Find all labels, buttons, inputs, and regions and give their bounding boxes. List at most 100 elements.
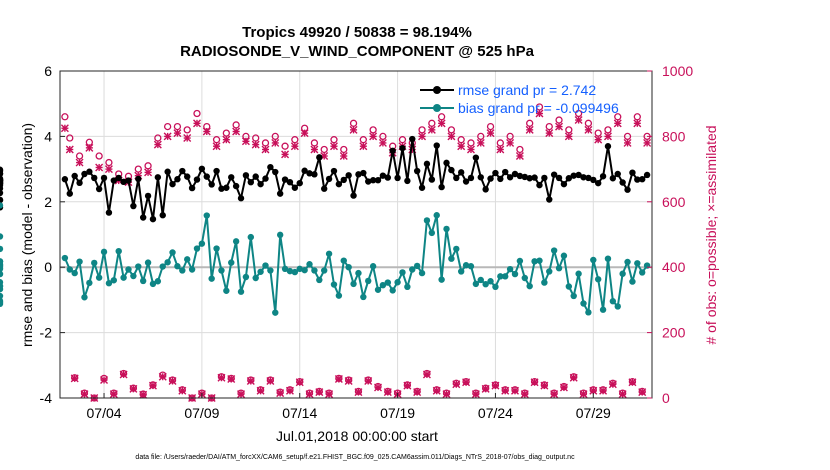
rmse-point xyxy=(164,168,171,175)
obs-possible-marker xyxy=(144,162,152,170)
grid-lines xyxy=(60,70,652,399)
rmse-point xyxy=(71,172,78,180)
obs-assimilated-marker xyxy=(550,390,559,399)
bias-point xyxy=(511,270,519,278)
obs-assimilated-marker xyxy=(471,390,480,399)
rmse-point xyxy=(443,159,450,167)
obs-assimilated-marker xyxy=(555,122,564,131)
obs-assimilated-marker xyxy=(173,129,182,138)
bias-point xyxy=(594,276,602,283)
rmse-point xyxy=(477,174,484,181)
bias-point xyxy=(203,212,210,219)
obs-possible-marker xyxy=(281,142,289,150)
bias-point xyxy=(619,270,626,277)
rmse-point xyxy=(135,175,142,183)
bias-point xyxy=(213,245,220,252)
obs-possible-marker xyxy=(574,109,583,118)
bias-point xyxy=(316,276,323,284)
obs-assimilated-marker xyxy=(153,140,162,149)
rmse-point xyxy=(634,176,641,183)
bias-point xyxy=(345,264,352,271)
bias-point xyxy=(0,300,4,308)
bias-point xyxy=(105,280,113,287)
rmse-point xyxy=(511,170,519,178)
obs-assimilated-marker xyxy=(422,370,431,379)
x-tick-label: 07/29 xyxy=(576,405,611,421)
rmse-point xyxy=(208,181,215,188)
obs-possible-marker xyxy=(61,113,69,121)
obs-assimilated-marker xyxy=(139,390,148,399)
plot-frame xyxy=(59,70,653,399)
bias-point xyxy=(159,263,166,270)
obs-assimilated-marker xyxy=(315,388,324,397)
x-tick-label: 07/24 xyxy=(478,405,513,421)
obs-assimilated-marker xyxy=(163,132,172,141)
obs-assimilated-marker xyxy=(305,390,314,399)
rmse-point xyxy=(360,169,367,177)
rmse-point xyxy=(457,169,465,176)
obs-assimilated-marker xyxy=(511,386,520,395)
obs-possible-marker xyxy=(398,136,407,144)
rmse-point xyxy=(115,174,122,182)
rmse-point xyxy=(110,177,118,184)
obs-assimilated-marker xyxy=(427,125,436,134)
bias-point xyxy=(360,293,367,301)
rmse-point xyxy=(575,171,582,179)
obs-possible-marker xyxy=(183,126,191,134)
bias-point xyxy=(242,273,250,281)
rmse-point xyxy=(120,178,127,186)
rmse-point xyxy=(560,180,568,188)
bias-point xyxy=(86,279,93,287)
obs-assimilated-marker xyxy=(80,390,89,399)
rmse-point xyxy=(198,165,206,172)
obs-possible-marker xyxy=(349,119,358,127)
obs-assimilated-marker xyxy=(266,377,275,385)
rmse-point xyxy=(247,178,255,186)
obs-assimilated-marker xyxy=(271,138,280,147)
chart-titles: Tropics 49920 / 50838 = 98.194% RADIOSON… xyxy=(180,24,535,60)
rmse-point xyxy=(536,181,543,189)
rmse-point xyxy=(639,176,646,183)
rmse-point xyxy=(306,170,313,177)
obs-assimilated-marker xyxy=(481,384,490,393)
rmse-point xyxy=(619,179,626,186)
rmse-point xyxy=(384,174,392,181)
rmse-point xyxy=(418,184,426,191)
bias-point xyxy=(71,269,78,277)
obs-assimilated-marker xyxy=(158,372,167,381)
obs-possible-marker xyxy=(75,152,84,160)
obs-possible-marker xyxy=(496,139,504,147)
rmse-point xyxy=(355,171,362,178)
bias-point xyxy=(634,260,641,267)
rmse-point xyxy=(223,184,230,191)
obs-assimilated-marker xyxy=(241,137,250,146)
obs-possible-marker xyxy=(291,136,299,144)
bias-point xyxy=(91,259,98,267)
rmse-point xyxy=(453,174,460,182)
obs-possible-marker xyxy=(173,122,182,131)
bias-point xyxy=(149,280,157,288)
bias-point xyxy=(0,202,4,209)
obs-assimilated-marker xyxy=(628,378,637,387)
bias-point xyxy=(643,262,651,269)
obs-count-layer xyxy=(60,103,652,402)
rmse-point xyxy=(462,178,470,185)
obs-assimilated-marker xyxy=(251,140,260,149)
obs-possible-marker xyxy=(633,113,641,121)
x-tick-label: 07/14 xyxy=(282,405,317,421)
obs-assimilated-marker xyxy=(95,163,104,172)
obs-assimilated-marker xyxy=(217,373,226,382)
bias-point xyxy=(560,252,568,259)
bias-point xyxy=(0,270,4,278)
obs-assimilated-marker xyxy=(276,389,285,398)
rmse-point xyxy=(428,176,436,183)
bias-point xyxy=(223,287,230,294)
bias-point xyxy=(320,267,328,274)
obs-assimilated-marker xyxy=(290,142,299,151)
obs-assimilated-marker xyxy=(364,377,373,385)
obs-assimilated-marker xyxy=(85,143,94,152)
rmse-point xyxy=(252,173,259,180)
rmse-point xyxy=(472,154,480,161)
bias-point xyxy=(335,292,343,299)
rmse-point xyxy=(389,147,396,154)
